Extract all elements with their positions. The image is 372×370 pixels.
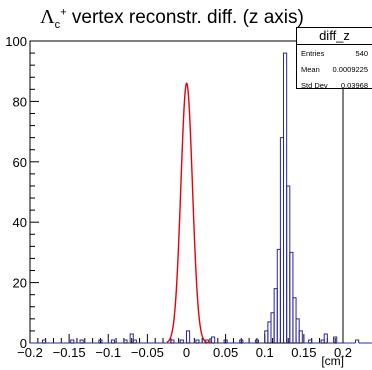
stats-row-mean: Mean 0.0009225 <box>297 63 372 77</box>
x-tick-label: −0.05 <box>131 345 164 360</box>
histogram-bin <box>308 339 313 343</box>
stats-label-entries: Entries <box>301 49 325 58</box>
histogram-bin <box>129 333 134 343</box>
y-tick-label: 40 <box>13 215 27 230</box>
histogram-bin <box>186 330 191 343</box>
histogram-bin <box>170 339 175 343</box>
title-superscript: + <box>60 6 67 19</box>
histogram-bin <box>355 339 360 343</box>
histogram-bin <box>323 333 328 343</box>
histogram-bin <box>42 339 47 343</box>
stats-value-stddev: 0.03968 <box>340 81 368 90</box>
x-tick-label: 0.2 <box>334 345 352 360</box>
y-tick-label: 80 <box>13 94 27 109</box>
histogram-bin <box>333 336 338 343</box>
stats-box: diff_z Entries 540 Mean 0.0009225 Std De… <box>296 27 372 90</box>
histogram-bin <box>223 339 228 343</box>
gaussian-fit-curve <box>166 82 211 344</box>
x-tick-label: −0.15 <box>53 345 86 360</box>
title-symbol: Λ <box>40 6 55 28</box>
histogram-bin <box>70 339 75 343</box>
chart-title: Λc+ vertex reconstr. diff. (z axis) <box>0 6 344 31</box>
x-tick-label: 0.1 <box>256 345 274 360</box>
x-tick-label: −0.2 <box>17 345 43 360</box>
histogram-bin <box>254 339 259 343</box>
histogram-bin <box>132 339 137 343</box>
x-tick-label: 0.05 <box>213 345 238 360</box>
histogram-bin <box>195 339 200 343</box>
stats-row-entries: Entries 540 <box>297 47 372 61</box>
stats-label-mean: Mean <box>301 65 320 74</box>
title-text: vertex reconstr. diff. (z axis) <box>66 7 304 28</box>
stats-value-entries: 540 <box>355 49 368 58</box>
stats-name: diff_z <box>297 28 372 45</box>
title-subscript: c <box>54 18 61 31</box>
x-tick-label: 0.15 <box>291 345 316 360</box>
x-tick-label: 0 <box>183 345 190 360</box>
histogram-bin <box>298 330 303 343</box>
histogram-bin <box>110 339 116 343</box>
y-tick-label: 60 <box>13 155 27 170</box>
histogram-bin <box>179 339 184 343</box>
stats-value-mean: 0.0009225 <box>332 65 368 74</box>
x-axis-title: [cm] <box>321 354 344 368</box>
histogram-bin <box>98 339 103 343</box>
y-tick-label: 0 <box>20 336 27 351</box>
y-tick-label: 100 <box>5 34 27 49</box>
histogram-bin <box>123 339 128 343</box>
histogram-bin <box>211 336 216 343</box>
histogram-bin <box>239 339 244 343</box>
histogram-bin <box>79 339 84 343</box>
y-tick-label: 20 <box>13 276 27 291</box>
x-tick-label: −0.1 <box>95 345 121 360</box>
stats-row-stddev: Std Dev 0.03968 <box>297 79 372 93</box>
stats-label-stddev: Std Dev <box>301 81 328 90</box>
